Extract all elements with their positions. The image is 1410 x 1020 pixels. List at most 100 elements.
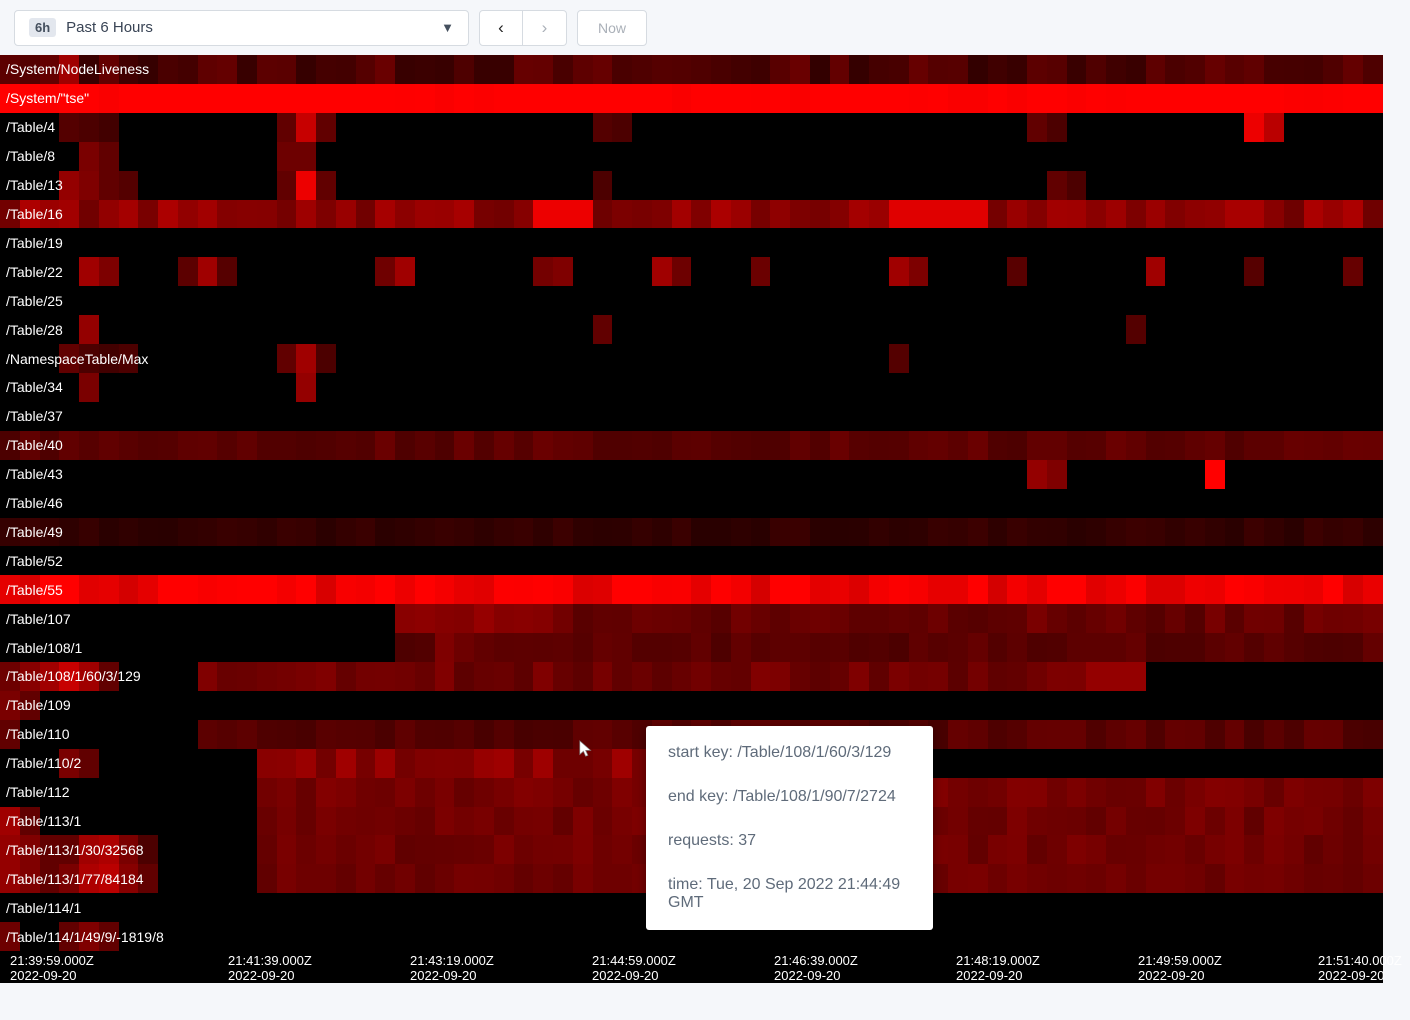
heatmap-cell[interactable]: [237, 518, 257, 547]
heatmap-cell[interactable]: [257, 691, 277, 720]
heatmap-cell[interactable]: [454, 749, 474, 778]
heatmap-cell[interactable]: [119, 835, 139, 864]
heatmap-cell[interactable]: [138, 315, 158, 344]
heatmap-cell[interactable]: [751, 228, 771, 257]
heatmap-cell[interactable]: [553, 633, 573, 662]
heatmap-cell[interactable]: [652, 518, 672, 547]
heatmap-cell[interactable]: [415, 835, 435, 864]
heatmap-cell[interactable]: [454, 546, 474, 575]
heatmap-cell[interactable]: [968, 344, 988, 373]
heatmap-cell[interactable]: [296, 171, 316, 200]
heatmap-cell[interactable]: [1106, 84, 1126, 113]
heatmap-cell[interactable]: [988, 200, 1008, 229]
heatmap-cell[interactable]: [612, 286, 632, 315]
heatmap-cell[interactable]: [375, 489, 395, 518]
heatmap-cell[interactable]: [849, 142, 869, 171]
heatmap-cell[interactable]: [119, 228, 139, 257]
heatmap-cell[interactable]: [217, 344, 237, 373]
heatmap-cell[interactable]: [711, 113, 731, 142]
heatmap-cell[interactable]: [514, 518, 534, 547]
heatmap-cell[interactable]: [1185, 315, 1205, 344]
heatmap-cell[interactable]: [119, 691, 139, 720]
heatmap-cell[interactable]: [1086, 864, 1106, 893]
heatmap-cell[interactable]: [296, 604, 316, 633]
heatmap-cell[interactable]: [178, 344, 198, 373]
heatmap-cell[interactable]: [869, 171, 889, 200]
heatmap-cell[interactable]: [375, 604, 395, 633]
heatmap-cell[interactable]: [1027, 431, 1047, 460]
heatmap-cell[interactable]: [435, 662, 455, 691]
heatmap-cell[interactable]: [988, 893, 1008, 922]
heatmap-cell[interactable]: [810, 84, 830, 113]
heatmap-cell[interactable]: [830, 460, 850, 489]
heatmap-cell[interactable]: [1205, 344, 1225, 373]
heatmap-cell[interactable]: [790, 171, 810, 200]
heatmap-cell[interactable]: [494, 373, 514, 402]
heatmap-cell[interactable]: [593, 344, 613, 373]
heatmap-cell[interactable]: [198, 257, 218, 286]
heatmap-cell[interactable]: [316, 864, 336, 893]
heatmap-cell[interactable]: [20, 864, 40, 893]
heatmap-cell[interactable]: [1047, 749, 1067, 778]
heatmap-cell[interactable]: [514, 55, 534, 84]
heatmap-cell[interactable]: [296, 55, 316, 84]
heatmap-cell[interactable]: [770, 171, 790, 200]
heatmap-cell[interactable]: [296, 633, 316, 662]
heatmap-cell[interactable]: [1205, 373, 1225, 402]
heatmap-cell[interactable]: [0, 835, 20, 864]
heatmap-cell[interactable]: [99, 633, 119, 662]
heatmap-cell[interactable]: [1047, 518, 1067, 547]
heatmap-cell[interactable]: [1264, 344, 1284, 373]
heatmap-cell[interactable]: [1165, 113, 1185, 142]
heatmap-cell[interactable]: [79, 373, 99, 402]
heatmap-cell[interactable]: [415, 720, 435, 749]
heatmap-cell[interactable]: [928, 489, 948, 518]
heatmap-cell[interactable]: [415, 315, 435, 344]
heatmap-cell[interactable]: [573, 864, 593, 893]
heatmap-cell[interactable]: [1027, 518, 1047, 547]
heatmap-cell[interactable]: [474, 344, 494, 373]
heatmap-cell[interactable]: [1284, 402, 1304, 431]
heatmap-cell[interactable]: [1126, 286, 1146, 315]
heatmap-cell[interactable]: [99, 575, 119, 604]
heatmap-cell[interactable]: [849, 431, 869, 460]
heatmap-cell[interactable]: [533, 662, 553, 691]
heatmap-cell[interactable]: [612, 691, 632, 720]
heatmap-cell[interactable]: [514, 315, 534, 344]
heatmap-cell[interactable]: [454, 575, 474, 604]
heatmap-cell[interactable]: [198, 807, 218, 836]
heatmap-cell[interactable]: [1343, 778, 1363, 807]
heatmap-cell[interactable]: [1363, 460, 1383, 489]
heatmap-cell[interactable]: [178, 518, 198, 547]
heatmap-cell[interactable]: [1343, 257, 1363, 286]
heatmap-cell[interactable]: [1343, 575, 1363, 604]
heatmap-cell[interactable]: [1106, 344, 1126, 373]
heatmap-cell[interactable]: [415, 286, 435, 315]
heatmap-cell[interactable]: [691, 633, 711, 662]
heatmap-cell[interactable]: [691, 344, 711, 373]
heatmap-cell[interactable]: [158, 662, 178, 691]
heatmap-cell[interactable]: [119, 893, 139, 922]
heatmap-cell[interactable]: [296, 749, 316, 778]
heatmap-cell[interactable]: [751, 142, 771, 171]
heatmap-cell[interactable]: [1047, 575, 1067, 604]
heatmap-cell[interactable]: [869, 633, 889, 662]
heatmap-cell[interactable]: [1244, 720, 1264, 749]
heatmap-cell[interactable]: [119, 200, 139, 229]
heatmap-cell[interactable]: [533, 286, 553, 315]
heatmap-cell[interactable]: [928, 113, 948, 142]
heatmap-cell[interactable]: [119, 84, 139, 113]
heatmap-cell[interactable]: [889, 200, 909, 229]
heatmap-cell[interactable]: [533, 720, 553, 749]
heatmap-cell[interactable]: [968, 604, 988, 633]
heatmap-cell[interactable]: [1225, 460, 1245, 489]
heatmap-cell[interactable]: [1244, 84, 1264, 113]
heatmap-cell[interactable]: [909, 662, 929, 691]
heatmap-cell[interactable]: [474, 84, 494, 113]
heatmap-cell[interactable]: [178, 315, 198, 344]
heatmap-cell[interactable]: [99, 489, 119, 518]
heatmap-cell[interactable]: [1067, 460, 1087, 489]
heatmap-cell[interactable]: [59, 228, 79, 257]
heatmap-cell[interactable]: [237, 344, 257, 373]
heatmap-cell[interactable]: [1225, 864, 1245, 893]
